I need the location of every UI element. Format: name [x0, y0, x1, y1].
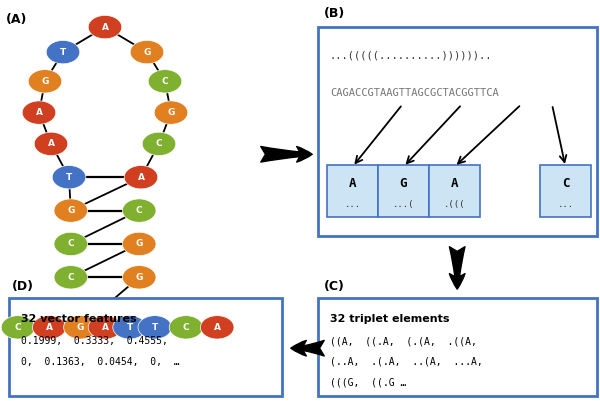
Text: T: T	[127, 323, 133, 332]
Circle shape	[200, 316, 234, 339]
Text: C: C	[182, 323, 190, 332]
Text: C: C	[136, 206, 143, 215]
Text: G: G	[167, 108, 175, 117]
Circle shape	[148, 70, 182, 93]
FancyBboxPatch shape	[429, 165, 480, 217]
Text: (A): (A)	[6, 13, 28, 25]
Text: A: A	[137, 173, 145, 182]
Text: A: A	[349, 177, 356, 190]
Text: ...(: ...(	[393, 200, 414, 208]
Text: C: C	[14, 323, 22, 332]
Text: ...: ...	[344, 200, 361, 208]
Text: ...(((((..........))))))..: ...(((((..........))))))..	[330, 50, 493, 60]
Text: (C): (C)	[324, 280, 345, 293]
Text: (D): (D)	[12, 280, 34, 293]
Text: T: T	[152, 323, 158, 332]
Circle shape	[34, 132, 68, 156]
Text: A: A	[35, 108, 43, 117]
Circle shape	[22, 101, 56, 124]
Circle shape	[88, 316, 122, 339]
Text: A: A	[451, 177, 458, 190]
Text: G: G	[136, 239, 143, 249]
Text: G: G	[41, 77, 49, 86]
Text: C: C	[161, 77, 169, 86]
Text: (B): (B)	[324, 7, 345, 20]
Circle shape	[130, 40, 164, 64]
Text: A: A	[46, 323, 53, 332]
Circle shape	[46, 40, 80, 64]
Circle shape	[113, 316, 146, 339]
Text: C: C	[155, 139, 163, 148]
FancyBboxPatch shape	[9, 298, 282, 396]
Circle shape	[64, 316, 97, 339]
Circle shape	[138, 316, 172, 339]
Circle shape	[88, 15, 122, 39]
Circle shape	[122, 232, 156, 256]
Circle shape	[169, 316, 203, 339]
Circle shape	[154, 101, 188, 124]
Text: 32 vector features: 32 vector features	[21, 314, 137, 324]
Text: G: G	[77, 323, 84, 332]
Text: T: T	[66, 173, 72, 182]
Text: ((A,  ((.A,  (.(A,  .((A,: ((A, ((.A, (.(A, .((A,	[330, 336, 477, 346]
Circle shape	[28, 70, 62, 93]
Text: C: C	[67, 273, 74, 282]
Text: G: G	[67, 206, 74, 215]
Circle shape	[124, 166, 158, 189]
Text: C: C	[67, 239, 74, 249]
Text: ...: ...	[557, 200, 574, 208]
Text: G: G	[136, 273, 143, 282]
Circle shape	[52, 166, 86, 189]
FancyBboxPatch shape	[540, 165, 591, 217]
Circle shape	[54, 266, 88, 289]
FancyBboxPatch shape	[318, 27, 597, 236]
Text: CAGACCGTAAGTTAGCGCTACGGTTCA: CAGACCGTAAGTTAGCGCTACGGTTCA	[330, 88, 499, 98]
Circle shape	[122, 266, 156, 289]
Text: 0.1999,  0.3333,  0.4555,: 0.1999, 0.3333, 0.4555,	[21, 336, 168, 346]
Circle shape	[142, 132, 176, 156]
FancyBboxPatch shape	[327, 165, 378, 217]
Text: A: A	[101, 23, 109, 32]
Circle shape	[54, 199, 88, 222]
Text: G: G	[143, 48, 151, 57]
Circle shape	[1, 316, 35, 339]
Text: C: C	[562, 177, 569, 190]
Circle shape	[32, 316, 66, 339]
Text: A: A	[101, 323, 109, 332]
Text: A: A	[47, 139, 55, 148]
Text: A: A	[214, 323, 221, 332]
Circle shape	[54, 232, 88, 256]
Text: T: T	[60, 48, 66, 57]
Text: (..A,  .(.A,  ..(A,  ...A,: (..A, .(.A, ..(A, ...A,	[330, 357, 483, 367]
Text: (((G,  ((.G …: (((G, ((.G …	[330, 378, 406, 388]
Text: G: G	[400, 177, 407, 190]
Text: 32 triplet elements: 32 triplet elements	[330, 314, 449, 324]
Text: .(((: .(((	[444, 200, 465, 208]
FancyBboxPatch shape	[378, 165, 429, 217]
FancyBboxPatch shape	[318, 298, 597, 396]
Text: 0,  0.1363,  0.0454,  0,  …: 0, 0.1363, 0.0454, 0, …	[21, 357, 179, 367]
Circle shape	[122, 199, 156, 222]
